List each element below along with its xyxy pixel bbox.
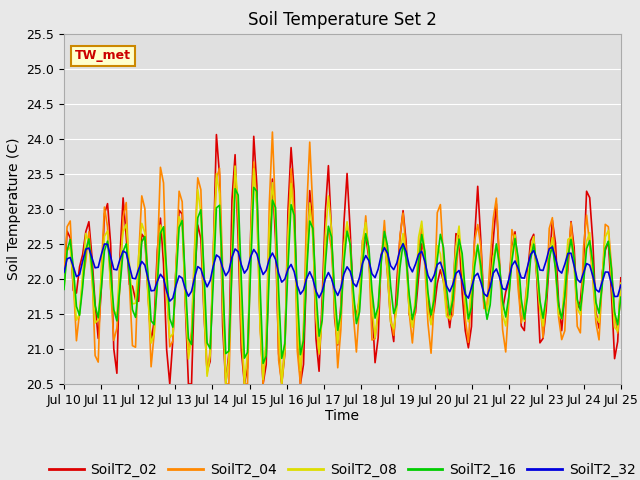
Y-axis label: Soil Temperature (C): Soil Temperature (C) [7, 138, 21, 280]
Title: Soil Temperature Set 2: Soil Temperature Set 2 [248, 11, 437, 29]
Text: TW_met: TW_met [75, 49, 131, 62]
Legend: SoilT2_02, SoilT2_04, SoilT2_08, SoilT2_16, SoilT2_32: SoilT2_02, SoilT2_04, SoilT2_08, SoilT2_… [44, 457, 640, 480]
X-axis label: Time: Time [325, 409, 360, 423]
